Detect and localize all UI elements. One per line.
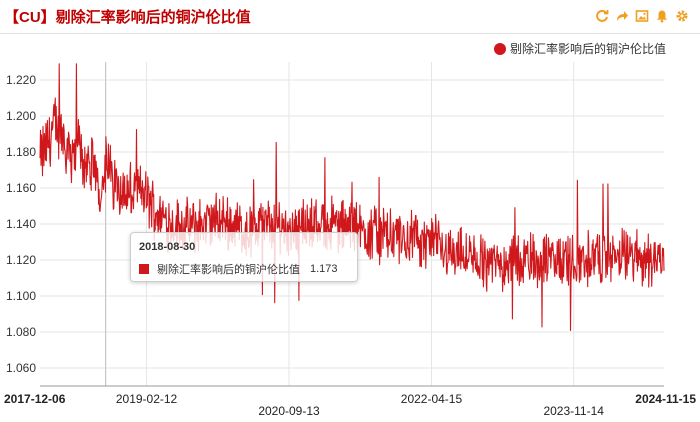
x-tick-label: 2022-04-15	[401, 392, 463, 406]
series-group	[39, 63, 665, 332]
image-icon[interactable]	[634, 8, 650, 24]
y-tick-label: 1.060	[6, 361, 36, 375]
chart-legend[interactable]: 剔除汇率影响后的铜沪伦比值	[493, 40, 666, 57]
alert-icon[interactable]	[654, 8, 670, 24]
y-tick-label: 1.220	[6, 73, 36, 87]
tooltip-date: 2018-08-30	[139, 241, 196, 253]
tooltip-swatch	[139, 264, 149, 274]
y-tick-label: 1.120	[6, 253, 36, 267]
legend-marker	[493, 42, 506, 55]
settings-icon[interactable]	[674, 8, 690, 24]
grid-lines	[40, 62, 664, 386]
y-tick-label: 1.100	[6, 289, 36, 303]
x-tick-label: 2020-09-13	[258, 404, 320, 418]
x-tick-label: 2024-11-15	[635, 392, 696, 406]
series-line[interactable]	[39, 63, 665, 332]
chart-header: 【CU】剔除汇率影响后的铜沪伦比值	[0, 0, 700, 34]
chart-toolbar	[594, 8, 690, 24]
chart-title: 【CU】剔除汇率影响后的铜沪伦比值	[4, 9, 251, 26]
tooltip-value: 1.173	[310, 263, 338, 275]
tooltip-series-name: 剔除汇率影响后的铜沪伦比值	[157, 264, 300, 276]
y-tick-label: 1.160	[6, 181, 36, 195]
refresh-icon[interactable]	[594, 8, 610, 24]
y-tick-label: 1.200	[6, 109, 36, 123]
y-tick-label: 1.180	[6, 145, 36, 159]
y-tick-label: 1.080	[6, 325, 36, 339]
y-axis: 1.060 1.080 1.100 1.120 1.140 1.160 1.180 1.200…	[6, 73, 36, 375]
tooltip-row: 剔除汇率影响后的铜沪伦比值 1.173	[139, 261, 338, 277]
legend-label: 剔除汇率影响后的铜沪伦比值	[509, 42, 666, 56]
x-tick-label: 2023-11-14	[543, 404, 604, 418]
x-axis: 2017-12-06 2019-02-12 2020-09-13 2022-04-15…	[4, 385, 696, 418]
x-tick-label: 2019-02-12	[116, 392, 178, 406]
y-tick-label: 1.140	[6, 217, 36, 231]
share-icon[interactable]	[614, 8, 630, 24]
x-tick-label: 2017-12-06	[4, 392, 66, 406]
chart-tooltip: 2018-08-30 剔除汇率影响后的铜沪伦比值 1.173	[130, 232, 358, 282]
